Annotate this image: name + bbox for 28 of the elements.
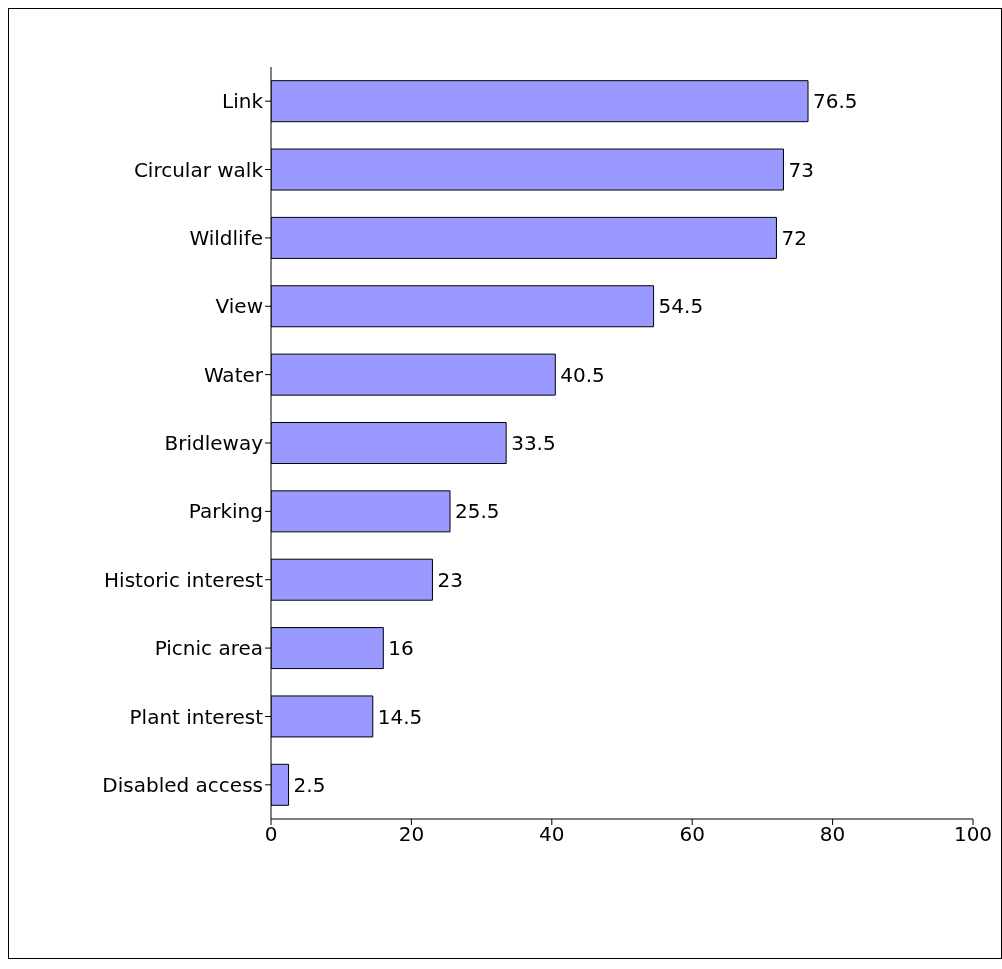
y-tick-label: Plant interest <box>129 704 264 729</box>
y-tick-label: Circular walk <box>133 157 264 182</box>
y-tick-label: Historic interest <box>104 567 264 592</box>
data-label: 25.5 <box>455 499 500 524</box>
y-tick-label: Picnic area <box>154 636 263 661</box>
x-tick-label: 80 <box>819 822 846 847</box>
data-label: 72 <box>781 226 807 250</box>
x-tick-label: 0 <box>264 822 278 847</box>
data-label: 23 <box>437 567 463 592</box>
x-tick-label: 20 <box>398 822 425 847</box>
data-label: 2.5 <box>293 772 326 797</box>
data-label: 54.5 <box>658 294 704 319</box>
data-label: 33.5 <box>511 431 556 456</box>
data-label: 73 <box>788 157 814 182</box>
y-tick-label: Water <box>203 362 264 387</box>
y-tick-label: Bridleway <box>164 431 264 456</box>
data-label: 16 <box>388 636 414 661</box>
y-tick-label: Parking <box>188 499 263 524</box>
y-tick-label: Wildlife <box>189 226 263 251</box>
x-tick-label: 60 <box>679 822 705 847</box>
data-label: 40.5 <box>560 362 605 387</box>
data-label: 14.5 <box>377 704 423 729</box>
y-tick-label: View <box>215 294 263 319</box>
y-tick-label: Disabled access <box>102 772 263 797</box>
x-tick-label: 40 <box>539 822 565 847</box>
data-label: 76.5 <box>813 89 858 114</box>
y-tick-label: Link <box>222 89 264 114</box>
x-tick-label: 100 <box>953 822 993 847</box>
